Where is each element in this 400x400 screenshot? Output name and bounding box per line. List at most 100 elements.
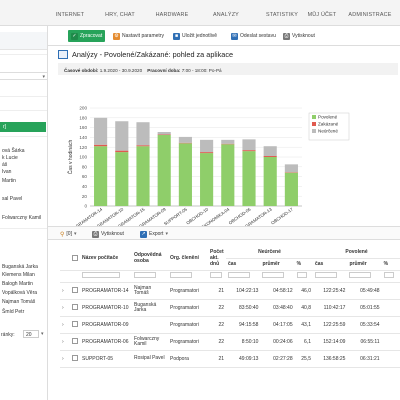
chevron-down-icon: ▾ [165,231,168,237]
col-pocet-dnu[interactable]: Počet akt. dnů [208,246,226,271]
filter-input[interactable] [170,272,192,278]
select-all-checkbox[interactable] [72,254,78,261]
filter-input[interactable] [383,272,394,278]
nav-hry-chat[interactable]: HRY, CHAT [105,12,135,18]
table-row[interactable]: › SUPPORT-05 Rosipal Pavel Podpora 21 49:09:1… [60,350,400,368]
table-row[interactable]: › PROGRAMATOR-09 Programatori 22 94:15:58 04:… [60,316,400,334]
check-icon: ✓ [71,32,78,40]
table-row[interactable]: › PROGRAMATOR-06 Folwarczny Kamil Programat… [60,333,400,351]
filter-input[interactable] [210,272,222,278]
report-icon [58,49,68,59]
nav-hardware[interactable]: HARDWARE [155,12,189,18]
chevron-down-icon: ▾ [73,231,77,237]
cell-dny: 22 [208,333,226,351]
col-p-pct[interactable]: % [381,258,400,271]
cell-pocitac: SUPPORT-05 [80,350,132,368]
cell-p-cas: 122:25:59 [312,316,348,334]
filter-input[interactable] [314,272,337,278]
col-n-cas[interactable]: čas [226,258,261,271]
sidebar-user[interactable]: Buganská Jarka [2,264,38,270]
ulozit-button[interactable]: ■ Uložit jednotlivě [170,30,220,42]
col-p-cas[interactable]: čas [312,258,348,271]
col-p-prumer[interactable]: průměr [347,258,382,271]
export-button[interactable]: ↗ Export ▾ [140,229,168,239]
table-row[interactable]: › PROGRAMATOR-14 Najman Tomáš Programatori 2… [60,282,400,300]
y-tick-label: 80 [82,164,88,169]
nastavit-parametry-button[interactable]: ⚙ Nastavit parametry [110,30,167,42]
legend-swatch [312,129,316,133]
filter-row [60,270,400,283]
cell-osoba [132,316,168,334]
filter-input[interactable] [349,272,372,278]
filter-cell [294,270,313,283]
sidebar-user[interactable]: ová Šárka [2,148,25,154]
row-checkbox [70,350,80,368]
grid-print-button[interactable]: ⎙ Vytisknout [92,229,124,239]
cell-n-cas: 83:50:40 [226,299,261,317]
nav-muj-ucet[interactable]: MŮJ ÚČET [307,12,337,18]
expand-toggle-icon[interactable]: › [60,333,70,351]
bar-segment-neurcene [200,139,214,153]
table-row[interactable]: › PROGRAMATOR-10 Buganská Jarka Programator… [60,299,400,317]
col-pocitac[interactable]: Název počítače [80,246,132,271]
grid-print-label: Vytisknout [101,231,124,237]
grid-toolbar: ⚲ [0] ▾ ⎙ Vytisknout ↗ Export ▾ [48,226,400,240]
nav-analyzy[interactable]: ANALÝZY [213,12,239,18]
filter-button[interactable]: ⚲ [0] ▾ [60,229,76,239]
row-select-checkbox[interactable] [72,304,78,311]
col-osoba[interactable]: Odpovědná osoba [132,246,168,271]
sidebar-user[interactable]: k Lucie [2,155,18,161]
data-table: Název počítače Odpovědná osoba Org. člen… [60,246,400,368]
sidebar-user[interactable]: Balogh Martin [2,281,33,287]
cell-p-cas: 122:25:42 [312,282,348,300]
filter-cell [168,270,208,283]
sidebar-user[interactable]: Najman Tomáš [2,299,36,305]
page-size-select[interactable]: 20 [23,330,39,338]
expand-col-header [60,246,70,271]
filter-cell [132,270,168,283]
zpracovat-label: Zpracovat [80,33,103,39]
col-n-prumer[interactable]: průměr [260,258,295,271]
sidebar-user[interactable]: Šmíd Petr [2,309,25,315]
sidebar-user[interactable]: Vopálková Věra [2,290,38,296]
row-select-checkbox[interactable] [72,321,78,328]
bar-segment-povolene [242,151,256,206]
zpracovat-button[interactable]: ✓ Zpracovat [68,30,106,42]
nav-statistiky[interactable]: STATISTIKY [265,12,299,18]
col-org[interactable]: Org. členění [168,246,208,271]
expand-toggle-icon[interactable]: › [60,299,70,317]
save-icon: ■ [173,32,180,40]
sidebar-selected-item[interactable]: r] [0,122,46,132]
sidebar-user[interactable]: Martin [2,178,16,184]
odeslat-sestavu-button[interactable]: ✉ Odeslat sestavu [228,30,279,42]
filter-cell [381,270,400,283]
legend-swatch [312,122,316,126]
cell-p-pct [381,333,400,351]
nav-administrace[interactable]: ADMINISTRACE [348,12,392,18]
filter-input[interactable] [296,272,307,278]
sidebar-dropdown[interactable]: ▾ [0,72,47,80]
row-select-checkbox[interactable] [72,338,78,345]
expand-toggle-icon[interactable]: › [60,316,70,334]
vytisknout-button[interactable]: ⎙ Vytisknout [280,30,318,42]
stacked-bar-chart: 0 20 40 60 80 100 120 140 160 180 200 Čas v hodinác… [67,106,350,228]
filter-input[interactable] [134,272,156,278]
expand-toggle-icon[interactable]: › [60,350,70,368]
col-n-pct[interactable]: % [294,258,313,271]
sidebar-user[interactable]: Ivan [2,169,12,175]
filter-input[interactable] [262,272,285,278]
sidebar-user[interactable]: áš [2,162,8,168]
divider [0,110,47,111]
nav-internet[interactable]: INTERNET [55,12,85,18]
sidebar-user[interactable]: Klemens Milan [2,272,35,278]
row-select-checkbox[interactable] [72,355,78,362]
sidebar-user[interactable]: sal Pavel [2,196,23,202]
filter-input[interactable] [82,272,120,278]
cell-n-prumer: 02:27:28 [260,350,295,368]
sidebar-user[interactable]: Folwarczny Kamil [2,215,42,221]
row-select-checkbox[interactable] [72,287,78,294]
expand-toggle-icon[interactable]: › [60,282,70,300]
y-tick-label: 40 [82,184,88,189]
filter-input[interactable] [228,272,250,278]
print-icon: ⎙ [283,32,290,40]
